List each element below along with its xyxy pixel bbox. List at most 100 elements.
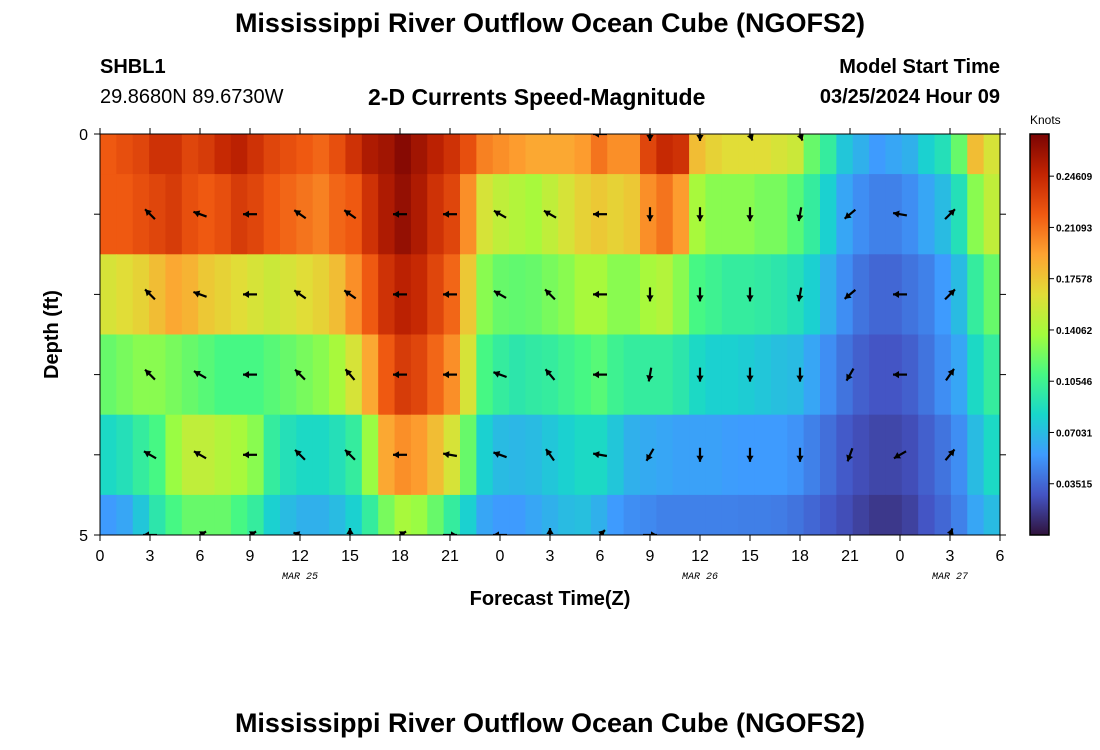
heatmap-cell bbox=[934, 134, 952, 175]
current-direction-arrow bbox=[796, 134, 804, 141]
heatmap-cell bbox=[967, 414, 985, 496]
current-direction-arrow bbox=[393, 371, 407, 379]
heatmap-cell bbox=[230, 414, 248, 496]
heatmap-cell bbox=[656, 254, 674, 335]
heatmap-cell bbox=[427, 254, 445, 335]
heatmap-cell bbox=[132, 494, 150, 535]
x-tick-label: 0 bbox=[96, 548, 105, 565]
heatmap-cell bbox=[689, 334, 707, 416]
axes-layer: 0 3 6 9 12 15 18 21 0 3 6 9 12 15 18 21 0 3 6 MAR 25 MAR 26 M… bbox=[41, 127, 1006, 610]
heatmap-cell bbox=[705, 494, 723, 535]
heatmap-cell bbox=[574, 334, 592, 416]
heatmap-cell bbox=[509, 414, 527, 496]
heatmap-cell bbox=[132, 134, 150, 175]
heatmap-cell bbox=[345, 254, 363, 335]
heatmap-cell bbox=[329, 414, 347, 496]
heatmap-cell bbox=[280, 334, 297, 416]
current-direction-arrow bbox=[598, 529, 606, 535]
heatmap-cell bbox=[214, 494, 232, 535]
heatmap-cell bbox=[460, 254, 477, 335]
current-direction-arrow bbox=[293, 209, 307, 220]
heatmap-cell bbox=[361, 254, 379, 335]
heatmap-cell bbox=[378, 494, 396, 535]
heatmap-cell bbox=[345, 494, 363, 535]
y-tick-label: 5 bbox=[79, 528, 88, 545]
current-direction-arrow bbox=[343, 289, 357, 300]
heatmap-cell bbox=[721, 414, 739, 496]
current-direction-arrow bbox=[846, 447, 854, 462]
heatmap-cell bbox=[640, 254, 657, 335]
heatmap-cell bbox=[181, 494, 199, 535]
x-tick-label: 3 bbox=[946, 548, 955, 565]
y-tick-label: 0 bbox=[79, 127, 88, 144]
heatmap-cell bbox=[378, 334, 396, 416]
current-direction-arrow bbox=[397, 530, 407, 535]
heatmap-cell bbox=[918, 494, 936, 535]
heatmap-cell bbox=[754, 414, 772, 496]
heatmap-cell bbox=[132, 414, 150, 496]
current-direction-arrow bbox=[144, 368, 156, 381]
heatmap-cell bbox=[934, 414, 952, 496]
x-tick-label: 18 bbox=[391, 548, 409, 565]
heatmap-cell bbox=[754, 494, 772, 535]
heatmap-cell bbox=[574, 174, 592, 255]
current-direction-arrow bbox=[893, 371, 907, 379]
heatmap-cell bbox=[525, 254, 543, 335]
heatmap-cell bbox=[230, 334, 248, 416]
heatmap-cell bbox=[345, 174, 363, 255]
heatmap-cell bbox=[230, 174, 248, 255]
heatmap-cell bbox=[165, 254, 183, 335]
heatmap-cell bbox=[149, 174, 167, 255]
heatmap-cell bbox=[901, 254, 919, 335]
heatmap-cell bbox=[640, 494, 657, 535]
heatmap-cell bbox=[149, 254, 167, 335]
current-direction-arrow bbox=[645, 448, 655, 462]
heatmap-cell bbox=[181, 414, 199, 496]
current-direction-arrow bbox=[243, 371, 257, 379]
second-plot-title: Mississippi River Outflow Ocean Cube (NG… bbox=[234, 708, 866, 738]
heatmap-cell bbox=[869, 414, 887, 496]
x-tick-label: 0 bbox=[896, 548, 905, 565]
current-direction-arrow bbox=[843, 289, 857, 300]
current-direction-arrow bbox=[294, 368, 306, 381]
heatmap-cell bbox=[869, 174, 887, 255]
current-direction-arrow bbox=[443, 371, 457, 379]
heatmap-cell bbox=[672, 334, 690, 416]
heatmap-cell bbox=[100, 254, 117, 335]
heatmap-cell bbox=[672, 174, 690, 255]
heatmap-cell bbox=[803, 334, 821, 416]
current-direction-arrow bbox=[696, 134, 704, 141]
current-direction-arrow bbox=[344, 368, 356, 381]
heatmap-cell bbox=[198, 414, 216, 496]
heatmap-cell bbox=[149, 334, 167, 416]
current-direction-arrow bbox=[393, 210, 407, 218]
heatmap-cell bbox=[983, 494, 1000, 535]
current-direction-arrow bbox=[944, 208, 956, 220]
heatmap-cell bbox=[312, 414, 330, 496]
heatmap-cell bbox=[296, 134, 314, 175]
heatmap-cell bbox=[852, 414, 870, 496]
heatmap-cell bbox=[640, 334, 657, 416]
current-direction-arrow bbox=[493, 451, 507, 459]
heatmap-cell bbox=[607, 134, 625, 175]
current-direction-arrow bbox=[696, 207, 704, 222]
current-direction-arrow bbox=[945, 368, 955, 381]
heatmap-cell bbox=[280, 174, 297, 255]
heatmap-cell bbox=[885, 134, 903, 175]
heatmap-cell bbox=[329, 174, 347, 255]
heatmap-cell bbox=[607, 334, 625, 416]
heatmap-cell bbox=[476, 414, 494, 496]
heatmap-cell bbox=[689, 174, 707, 255]
x-tick-label: 12 bbox=[291, 548, 309, 565]
current-direction-arrow bbox=[696, 367, 704, 382]
heatmap-cell bbox=[509, 174, 527, 255]
heatmap-cell bbox=[247, 494, 265, 535]
heatmap-cell bbox=[607, 494, 625, 535]
heatmap-cell bbox=[214, 174, 232, 255]
heatmap-cell bbox=[950, 494, 968, 535]
heatmap-cell bbox=[378, 254, 396, 335]
current-direction-arrow bbox=[746, 134, 754, 141]
heatmap-cell bbox=[247, 134, 265, 175]
heatmap-cell bbox=[869, 494, 887, 535]
heatmap-cell bbox=[361, 334, 379, 416]
